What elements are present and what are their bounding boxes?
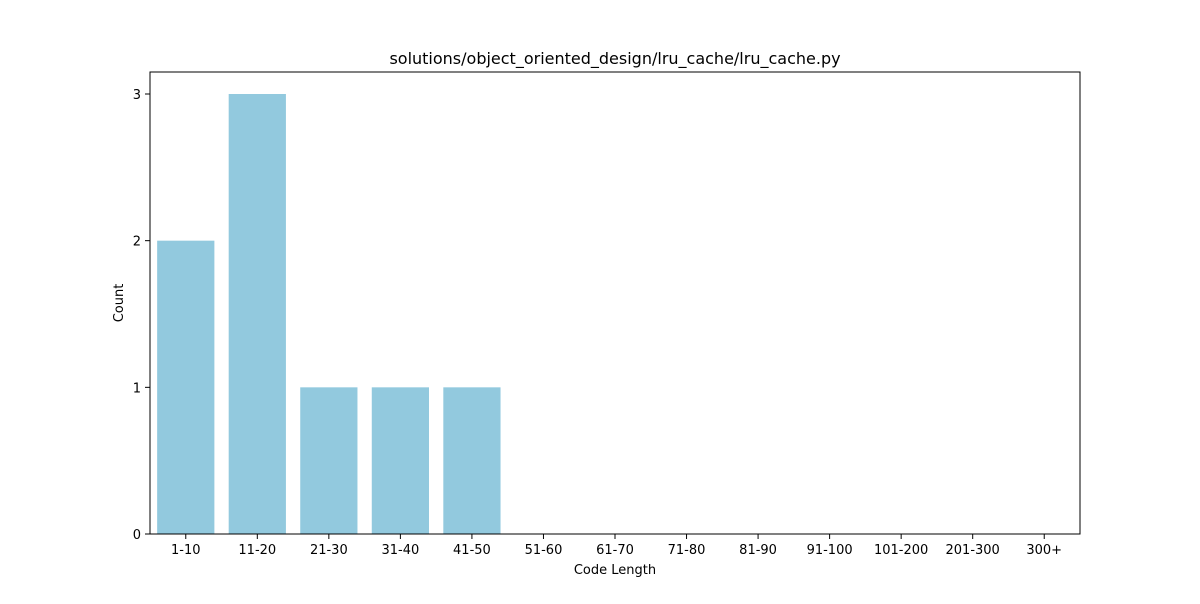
y-axis-label: Count — [112, 284, 127, 323]
bar — [157, 240, 215, 535]
x-tick-label: 61-70 — [596, 543, 634, 558]
x-tick-label: 91-100 — [807, 543, 853, 558]
x-tick-label: 101-200 — [874, 543, 928, 558]
x-axis: 1-10 11-20 21-30 31-40 41-50 51-60 61-70 71-80 8… — [171, 534, 1062, 558]
x-tick-label: 71-80 — [668, 543, 706, 558]
x-tick-label: 41-50 — [453, 543, 491, 558]
x-tick-label: 51-60 — [525, 543, 563, 558]
x-tick-label: 300+ — [1026, 543, 1062, 558]
x-tick-label: 21-30 — [310, 543, 348, 558]
bar — [300, 387, 358, 534]
chart-title: solutions/object_oriented_design/lru_cac… — [389, 49, 840, 69]
y-tick-label: 2 — [133, 235, 141, 250]
bar — [371, 387, 429, 534]
x-tick-label: 1-10 — [171, 543, 201, 558]
x-tick-label: 31-40 — [381, 543, 419, 558]
x-axis-label: Code Length — [574, 563, 656, 578]
y-axis: 0 1 2 3 — [133, 88, 150, 543]
bar — [443, 387, 501, 534]
x-tick-label: 201-300 — [946, 543, 1000, 558]
y-tick-label: 0 — [133, 528, 141, 543]
y-tick-label: 3 — [133, 88, 141, 103]
plot-frame — [149, 71, 1081, 535]
x-tick-label: 11-20 — [238, 543, 276, 558]
bars-layer — [157, 94, 501, 535]
x-tick-label: 81-90 — [739, 543, 777, 558]
bar — [228, 94, 286, 534]
y-tick-label: 1 — [133, 381, 141, 396]
